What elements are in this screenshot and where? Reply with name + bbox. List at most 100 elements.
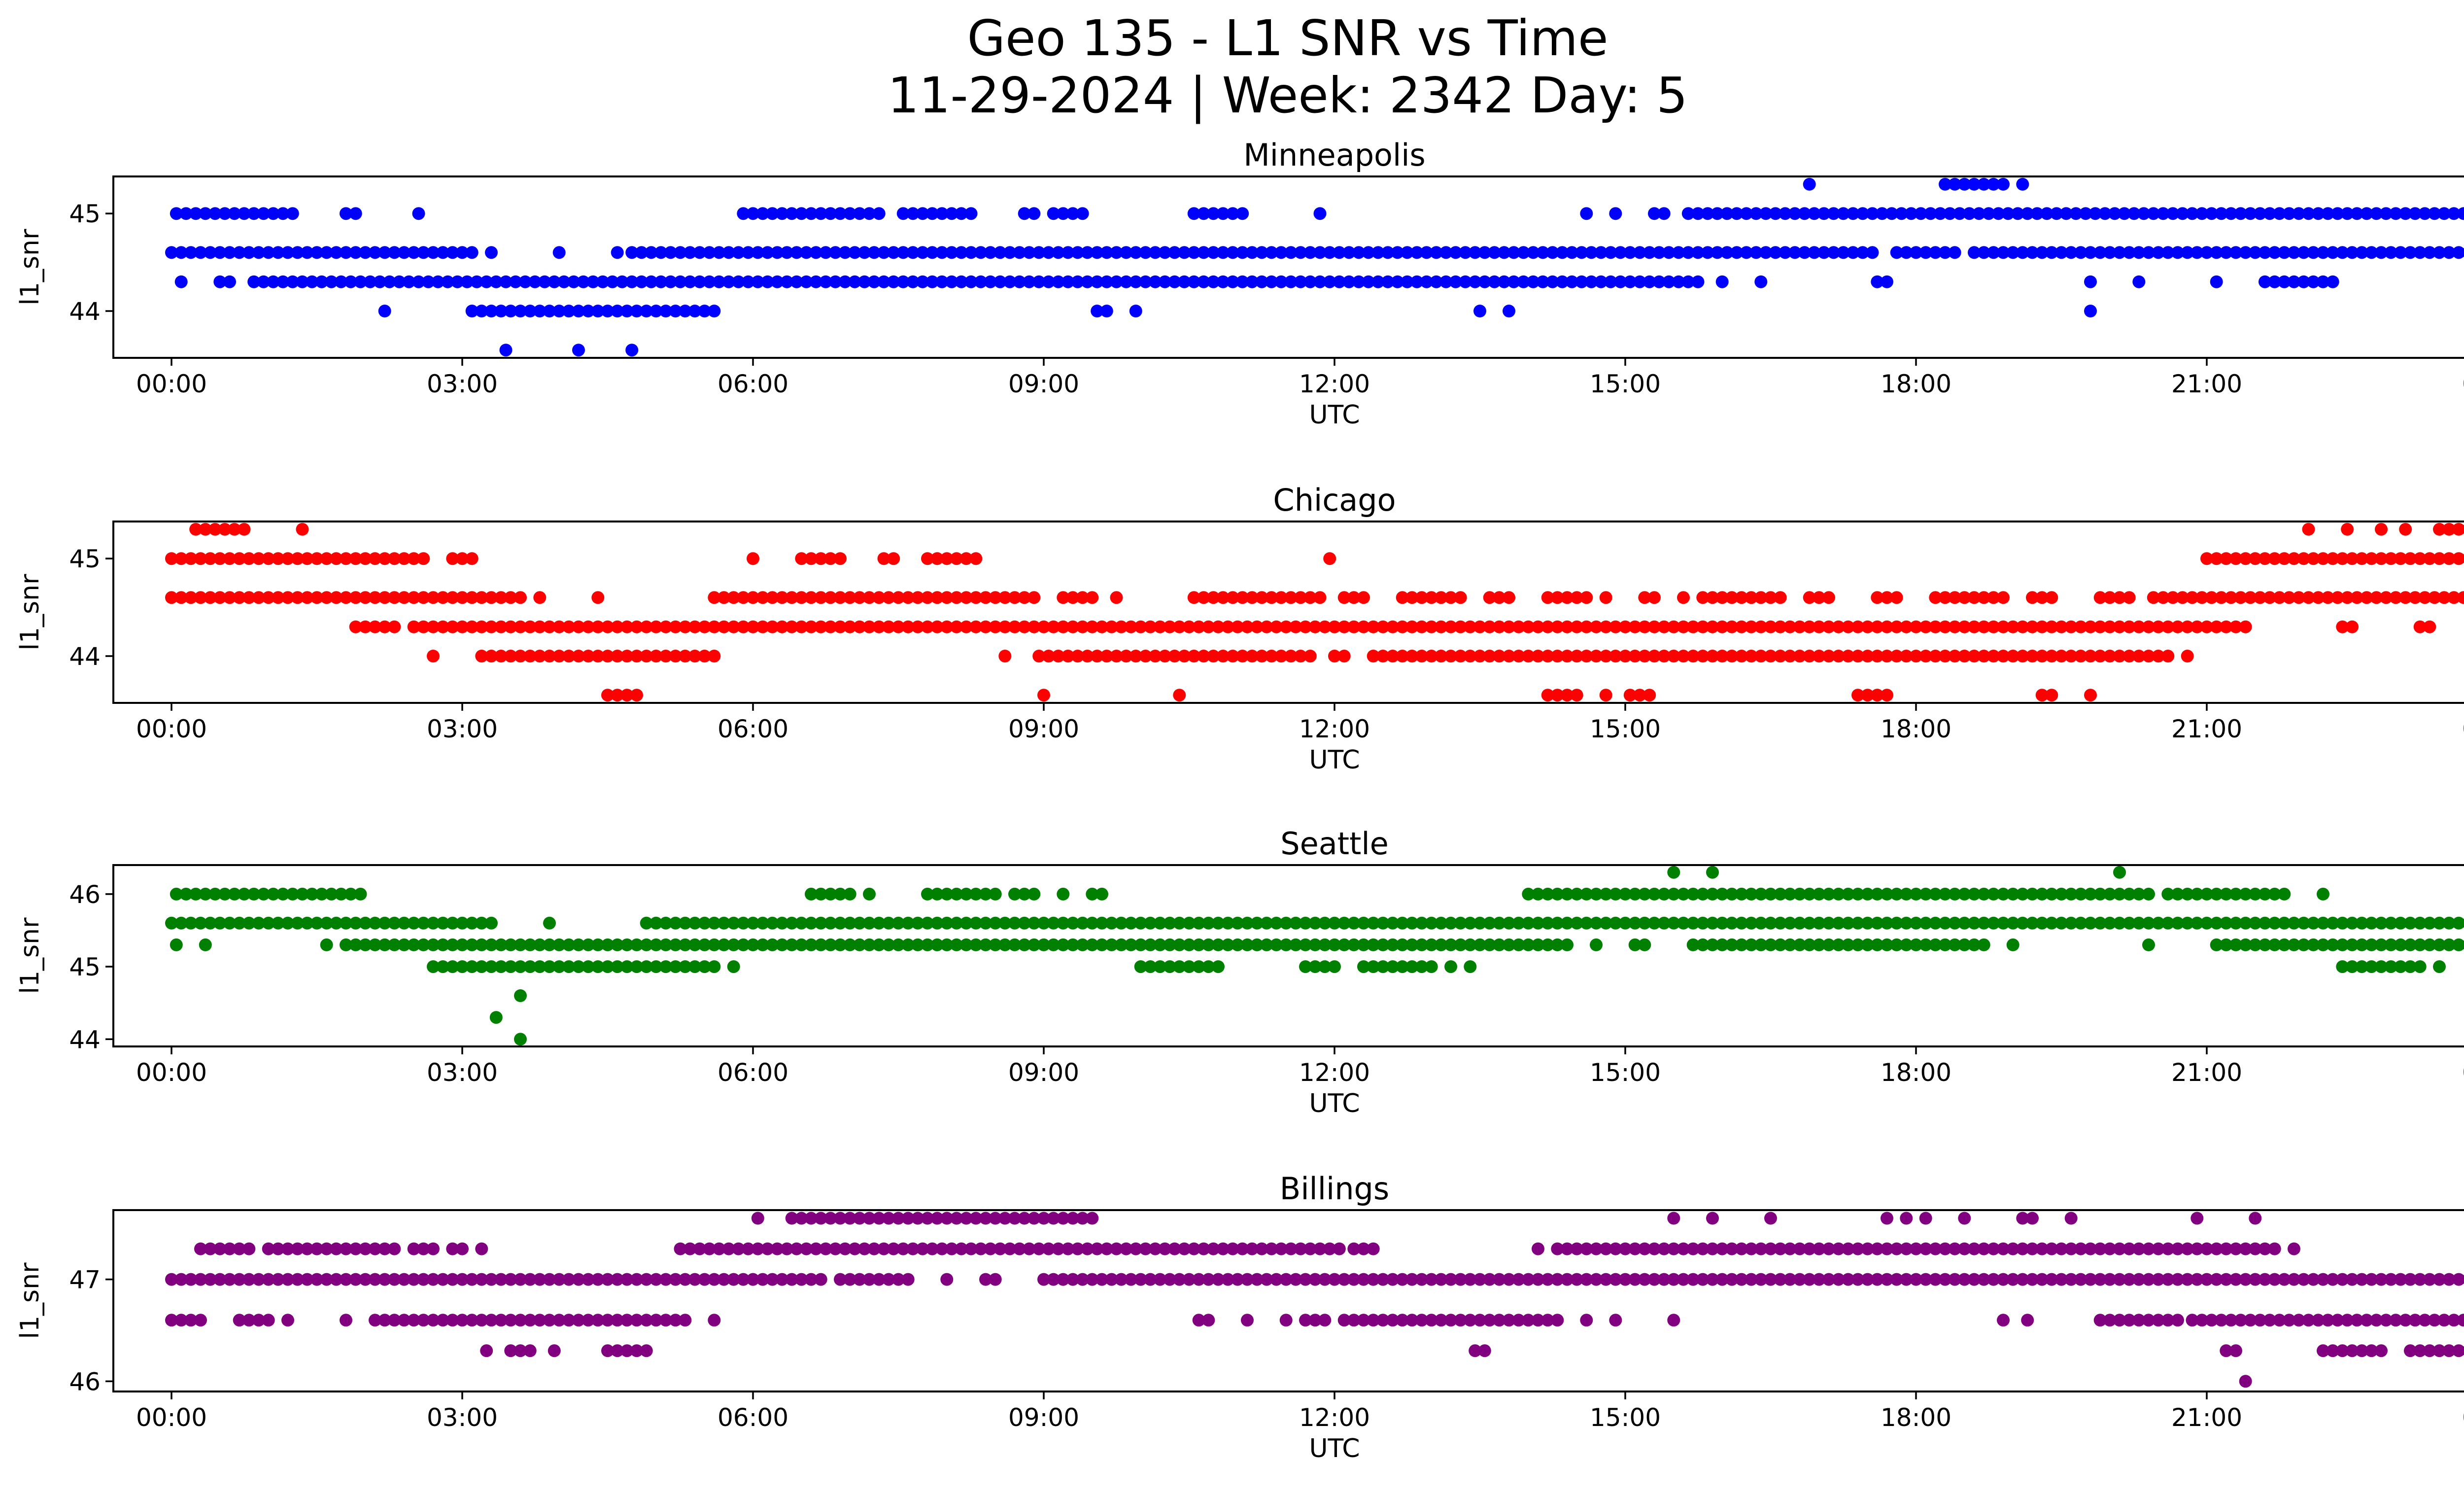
data-point bbox=[630, 620, 643, 633]
data-point bbox=[2433, 1273, 2446, 1286]
data-point bbox=[1076, 1273, 1089, 1286]
data-point bbox=[1483, 1314, 1496, 1327]
data-point bbox=[1512, 1314, 1525, 1327]
data-point bbox=[2181, 1242, 2194, 1255]
data-point bbox=[2142, 887, 2155, 901]
data-point bbox=[1532, 1273, 1544, 1286]
data-point bbox=[1473, 1314, 1486, 1327]
data-point bbox=[1226, 246, 1239, 259]
data-point bbox=[504, 650, 517, 662]
data-point bbox=[925, 246, 939, 259]
data-point bbox=[776, 916, 788, 930]
data-point bbox=[1241, 1273, 1254, 1286]
data-point bbox=[320, 916, 333, 930]
data-point bbox=[906, 207, 920, 220]
data-point bbox=[1367, 620, 1380, 633]
data-point bbox=[834, 620, 847, 633]
data-point bbox=[858, 1242, 871, 1255]
data-point bbox=[165, 916, 178, 930]
data-point bbox=[1503, 916, 1515, 930]
data-point bbox=[1963, 207, 1976, 220]
data-point bbox=[1221, 916, 1234, 930]
data-point bbox=[1667, 887, 1680, 901]
data-point bbox=[2186, 1314, 2199, 1327]
data-point bbox=[1551, 650, 1564, 662]
data-point bbox=[213, 1242, 227, 1255]
data-point bbox=[427, 916, 440, 930]
data-point bbox=[2254, 591, 2267, 604]
data-point bbox=[2103, 246, 2117, 259]
data-point bbox=[645, 275, 658, 288]
figure-title-line-2: 11-29-2024 | Week: 2342 Day: 5 bbox=[888, 67, 1687, 124]
data-point bbox=[1730, 207, 1744, 220]
data-point bbox=[2190, 620, 2204, 633]
data-point bbox=[1027, 938, 1041, 951]
data-point bbox=[1652, 246, 1666, 259]
data-point bbox=[165, 552, 178, 565]
data-point bbox=[369, 591, 381, 604]
y-tick-label: 47 bbox=[69, 1266, 101, 1294]
data-point bbox=[1565, 275, 1578, 288]
data-point bbox=[591, 591, 605, 604]
data-point bbox=[1754, 887, 1768, 901]
data-point bbox=[223, 275, 236, 288]
data-point bbox=[989, 1273, 1002, 1286]
data-point bbox=[1333, 275, 1346, 288]
data-point bbox=[964, 1242, 978, 1255]
data-point bbox=[742, 1242, 755, 1255]
data-point bbox=[2379, 1314, 2393, 1327]
data-point bbox=[179, 207, 193, 220]
data-point bbox=[582, 938, 595, 951]
data-point bbox=[2437, 1314, 2451, 1327]
data-point bbox=[2220, 620, 2233, 633]
data-point bbox=[703, 1242, 716, 1255]
data-point bbox=[344, 275, 357, 288]
data-point bbox=[1788, 207, 1802, 220]
data-point bbox=[742, 246, 755, 259]
data-point bbox=[2190, 1242, 2204, 1255]
data-point bbox=[301, 1242, 314, 1255]
data-point bbox=[1066, 1273, 1079, 1286]
data-point bbox=[809, 246, 822, 259]
data-point bbox=[2055, 246, 2068, 259]
data-point bbox=[1173, 689, 1186, 702]
data-point bbox=[340, 1314, 352, 1327]
data-point bbox=[1313, 1242, 1327, 1255]
data-point bbox=[1425, 620, 1438, 633]
data-point bbox=[2249, 1242, 2262, 1255]
data-point bbox=[2312, 1314, 2325, 1327]
data-point bbox=[863, 938, 876, 951]
data-point bbox=[911, 916, 924, 930]
data-point bbox=[684, 275, 697, 288]
data-point bbox=[2055, 1273, 2068, 1286]
data-point bbox=[1677, 916, 1690, 930]
data-point bbox=[1575, 275, 1588, 288]
data-point bbox=[499, 275, 513, 288]
data-point bbox=[1037, 916, 1050, 930]
data-point bbox=[2244, 207, 2257, 220]
data-point bbox=[601, 650, 614, 662]
data-point bbox=[1866, 207, 1879, 220]
data-point bbox=[838, 246, 852, 259]
data-point bbox=[2220, 938, 2233, 951]
data-point bbox=[572, 960, 585, 973]
data-point bbox=[1706, 1242, 1719, 1255]
data-point bbox=[1197, 275, 1210, 288]
data-point bbox=[945, 246, 958, 259]
data-point bbox=[2379, 207, 2393, 220]
data-point bbox=[2462, 524, 2464, 534]
data-point bbox=[1556, 275, 1569, 288]
data-point bbox=[708, 650, 721, 662]
y-axis-label: l1_snr bbox=[15, 574, 45, 651]
data-point bbox=[199, 938, 212, 951]
data-point bbox=[2346, 960, 2359, 973]
data-point bbox=[543, 938, 556, 951]
data-point bbox=[1939, 620, 1951, 633]
data-point bbox=[1861, 650, 1874, 662]
data-point bbox=[412, 275, 425, 288]
data-point bbox=[863, 887, 876, 901]
data-point bbox=[1187, 275, 1200, 288]
data-point bbox=[242, 591, 256, 604]
data-point bbox=[2195, 591, 2209, 604]
data-point bbox=[1890, 246, 1903, 259]
